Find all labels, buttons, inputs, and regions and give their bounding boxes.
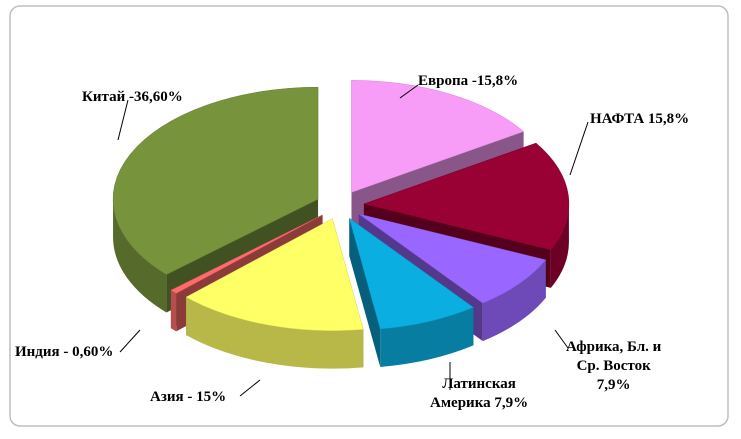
slice <box>358 213 547 304</box>
leader-line <box>239 379 261 397</box>
slice-label: НАФТА 15,8% <box>590 111 690 127</box>
leaders <box>117 84 589 397</box>
slice-label: Китай -36,60% <box>82 89 183 105</box>
slice-side <box>113 199 167 313</box>
leader-line <box>554 329 569 349</box>
leader-line <box>569 121 589 176</box>
slice-side <box>550 203 569 288</box>
slice-side <box>482 259 546 342</box>
slice-label: Латинская Америка 7,9% <box>430 376 529 411</box>
slice-side <box>380 307 474 367</box>
slice-side <box>186 297 364 369</box>
slice <box>170 214 323 294</box>
pie <box>112 80 570 369</box>
slice-side <box>170 290 177 332</box>
slice-label: Европа -15,8% <box>418 73 519 89</box>
leader-line <box>117 99 129 141</box>
slice-label: Азия - 15% <box>150 389 227 405</box>
slice <box>363 142 570 251</box>
slice-cut <box>349 218 381 367</box>
leader-line <box>119 329 141 353</box>
slice-label: Африка, Бл. и Ср. Восток 7,9% <box>566 339 662 393</box>
slice-label: Индия - 0,60% <box>15 344 114 360</box>
slice <box>348 217 474 330</box>
slice <box>185 218 364 331</box>
slice <box>351 80 525 193</box>
leader-line <box>399 84 419 99</box>
slice <box>112 86 319 275</box>
